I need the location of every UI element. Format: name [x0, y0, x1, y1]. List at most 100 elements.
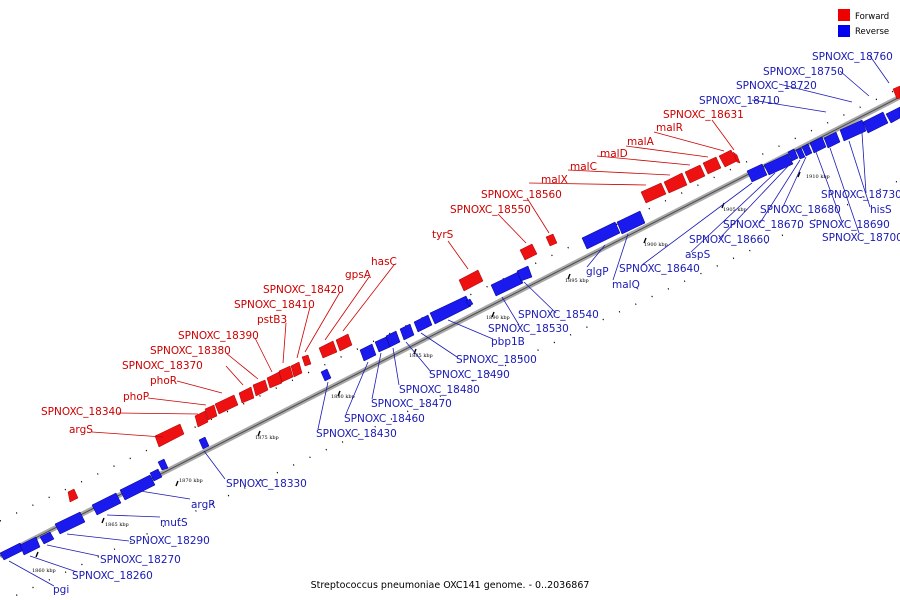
gene-SPNOXC_18370[interactable]	[238, 386, 255, 404]
gene-label: SPNOXC_18480	[399, 384, 480, 396]
gene-malA[interactable]	[702, 156, 722, 175]
gene-glgP[interactable]	[581, 221, 621, 250]
legend-reverse-label: Reverse	[855, 27, 889, 37]
gene-SPNOXC_18520[interactable]	[465, 298, 474, 307]
gene-unlabeled-forward[interactable]	[67, 488, 79, 503]
gene-SPNOXC_18631[interactable]	[732, 151, 741, 164]
tick-label: 1900 kbp	[644, 242, 668, 248]
gene-SPNOXC_18530[interactable]	[490, 271, 524, 297]
tick-label: 1905 kbp	[723, 207, 747, 213]
gene-SPNOXC_18490[interactable]	[399, 323, 415, 341]
gene-SPNOXC_18680[interactable]	[801, 143, 813, 157]
gene-SPNOXC_18640[interactable]	[746, 163, 768, 183]
gene-label: SPNOXC_18290	[129, 535, 210, 547]
gene-label: malA	[627, 136, 655, 148]
gene-aspS[interactable]	[763, 153, 794, 176]
gene-phoR[interactable]	[214, 394, 239, 415]
gene-SPNOXC_18670[interactable]	[795, 147, 806, 160]
gene-gpsA[interactable]	[318, 340, 338, 359]
gene-label: SPNOXC_18390	[178, 330, 259, 342]
tick-label: 1880 kbp	[331, 394, 355, 400]
gene-SPNOXC_18430[interactable]	[320, 368, 332, 382]
gene-SPNOXC_18550[interactable]	[519, 243, 538, 261]
gene-malX[interactable]	[640, 182, 667, 204]
gene-SPNOXC_18340[interactable]	[194, 410, 209, 428]
gene-malD[interactable]	[684, 164, 706, 184]
gene-label: SPNOXC_18631	[663, 109, 744, 121]
gene-label: argS	[69, 424, 93, 436]
gene-label: SPNOXC_18540	[518, 309, 599, 321]
gene-SPNOXC_18300[interactable]	[149, 468, 163, 482]
gene-SPNOXC_18270[interactable]	[39, 531, 55, 545]
gene-hisS[interactable]	[839, 119, 867, 142]
gene-SPNOXC_18540[interactable]	[516, 265, 533, 282]
gene-SPNOXC_18310[interactable]	[157, 458, 169, 471]
gene-SPNOXC_18260[interactable]	[19, 536, 41, 556]
gene-pstB3[interactable]	[278, 365, 294, 383]
genome-caption: Streptococcus pneumoniae OXC141 genome. …	[311, 580, 590, 591]
gene-label: SPNOXC_18460	[344, 413, 425, 425]
gene-label: gpsA	[345, 269, 372, 281]
gene-SPNOXC_18460[interactable]	[359, 343, 377, 362]
gene-pbp1B[interactable]	[429, 295, 472, 325]
legend-forward-swatch	[838, 9, 850, 21]
gene-SPNOXC_18690[interactable]	[809, 136, 827, 154]
gene-SPNOXC_18420[interactable]	[301, 354, 312, 367]
gene-SPNOXC_18560[interactable]	[545, 233, 558, 247]
gene-label: malX	[541, 174, 568, 186]
gene-phoP[interactable]	[204, 404, 218, 421]
tick-label: 1885 kbp	[409, 353, 433, 359]
reverse-labels: pgi SPNOXC_18260 SPNOXC_18270 SPNOXC_182…	[53, 51, 900, 596]
gene-label: malD	[600, 148, 628, 160]
gene-mutS[interactable]	[91, 492, 122, 516]
gene-label: malR	[656, 122, 683, 134]
gene-label: SPNOXC_18690	[809, 219, 890, 231]
gene-SPNOXC_18700[interactable]	[823, 131, 841, 149]
gene-label: SPNOXC_18420	[263, 284, 344, 296]
tick-marks	[35, 171, 801, 558]
gene-SPNOXC_18660[interactable]	[787, 148, 799, 162]
gene-SPNOXC_18410[interactable]	[290, 361, 303, 378]
gene-label: SPNOXC_18670	[723, 219, 804, 231]
gene-SPNOXC_18290[interactable]	[54, 511, 86, 535]
gene-SPNOXC_18380[interactable]	[252, 379, 269, 397]
gene-label: SPNOXC_18720	[736, 80, 817, 92]
gene-label: SPNOXC_18500	[456, 354, 537, 366]
gene-label: SPNOXC_18560	[481, 189, 562, 201]
gene-malQ[interactable]	[616, 210, 646, 235]
legend: Forward Reverse	[838, 9, 889, 37]
gene-label: SPNOXC_18550	[450, 204, 531, 216]
gene-forward-edge[interactable]	[892, 85, 900, 100]
gene-label: SPNOXC_18700	[822, 232, 900, 244]
gene-SPNOXC_18330[interactable]	[198, 436, 210, 450]
tick-label: 1875 kbp	[255, 435, 279, 441]
gene-label: malC	[570, 161, 597, 173]
gene-argR[interactable]	[119, 474, 156, 501]
gene-label: phoR	[150, 375, 177, 387]
gene-label: SPNOXC_18490	[429, 369, 510, 381]
gene-SPNOXC_18480[interactable]	[385, 330, 401, 348]
gene-SPNOXC_18760[interactable]	[885, 106, 900, 124]
gene-SPNOXC_18500[interactable]	[413, 314, 433, 333]
gene-label: glgP	[586, 266, 609, 278]
gene-label: SPNOXC_18340	[41, 406, 122, 418]
gene-label: aspS	[685, 249, 711, 261]
gene-malC[interactable]	[663, 172, 688, 194]
reverse-genes	[0, 106, 900, 561]
gene-SPNOXC_18390[interactable]	[266, 371, 283, 389]
gene-malR[interactable]	[718, 149, 738, 168]
reverse-leader-lines	[8, 55, 890, 587]
gene-SPNOXC_18730[interactable]	[862, 111, 889, 134]
gene-label: SPNOXC_18760	[812, 51, 893, 63]
tick-label: 1865 kbp	[105, 522, 129, 528]
gene-argS[interactable]	[154, 423, 185, 448]
gene-hasC[interactable]	[335, 333, 353, 352]
tick-label: 1910 kbp	[806, 174, 830, 180]
gene-label: SPNOXC_18260	[72, 570, 153, 582]
gene-label: argR	[191, 499, 216, 511]
tick-label: 1860 kbp	[32, 568, 56, 574]
gene-tyrS[interactable]	[458, 269, 484, 292]
gene-label: phoP	[123, 391, 149, 403]
